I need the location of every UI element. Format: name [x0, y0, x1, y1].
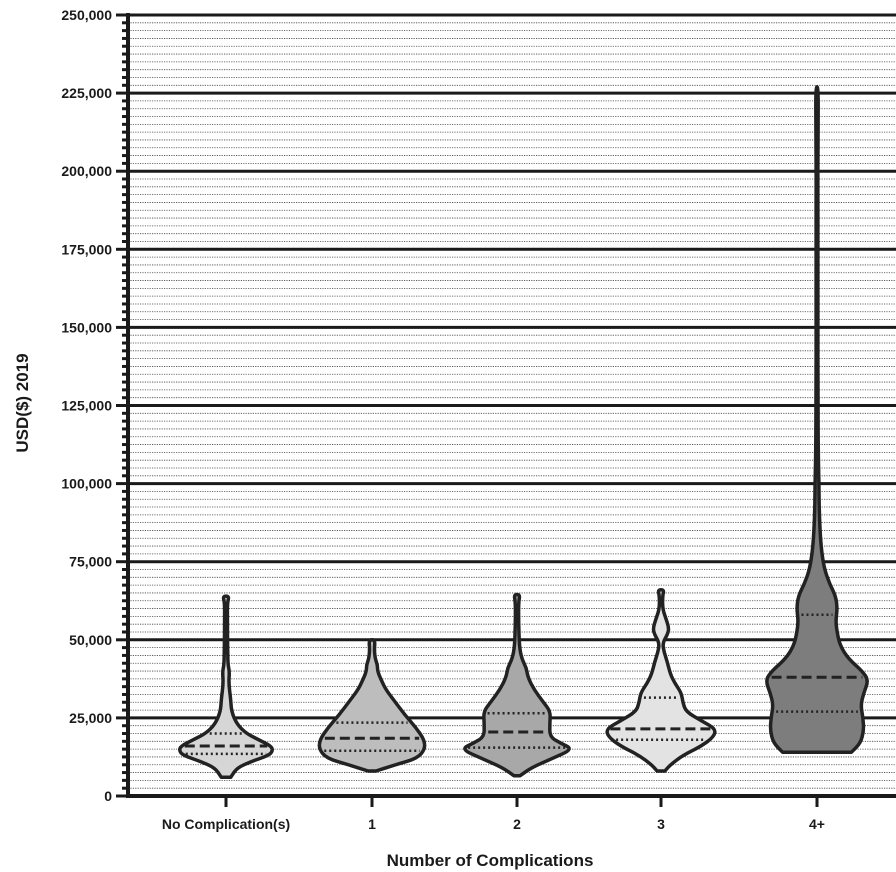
- violin-2: [463, 592, 571, 778]
- violin-0: [178, 594, 274, 780]
- y-tick-label: 50,000: [69, 632, 112, 648]
- y-tick-label: 125,000: [61, 398, 112, 414]
- violin-3: [605, 588, 717, 773]
- y-tick-label: 175,000: [61, 241, 112, 257]
- x-tick-label: 2: [513, 816, 521, 832]
- tick-labels: 0 25,000 50,000 75,000 100,000 125,000 150,000…: [61, 7, 825, 832]
- x-tick-label: 3: [657, 816, 665, 832]
- violin-4: [765, 85, 869, 755]
- x-tick-label: 4+: [809, 816, 825, 832]
- y-tick-label: 100,000: [61, 476, 112, 492]
- y-axis-title: USD($) 2019: [13, 353, 32, 452]
- y-tick-label: 150,000: [61, 319, 112, 335]
- y-tick-label: 250,000: [61, 7, 112, 23]
- y-tick-label: 25,000: [69, 710, 112, 726]
- y-tick-label: 75,000: [69, 554, 112, 570]
- x-axis-title: Number of Complications: [387, 851, 594, 870]
- y-tick-label: 225,000: [61, 85, 112, 101]
- axes: [116, 13, 896, 807]
- violin-series: [178, 85, 869, 780]
- y-tick-label: 200,000: [61, 163, 112, 179]
- y-tick-label: 0: [104, 788, 112, 804]
- x-tick-label: 1: [368, 816, 376, 832]
- x-tick-label: No Complication(s): [162, 816, 290, 832]
